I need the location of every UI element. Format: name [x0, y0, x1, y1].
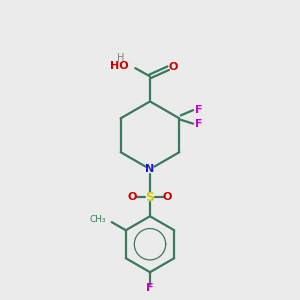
Text: H: H	[117, 53, 124, 63]
Text: O: O	[163, 192, 172, 202]
Text: HO: HO	[110, 61, 129, 71]
Text: F: F	[195, 118, 203, 129]
Text: F: F	[146, 283, 154, 293]
Text: CH₃: CH₃	[90, 215, 106, 224]
Text: O: O	[128, 192, 137, 202]
Text: S: S	[146, 190, 154, 204]
Text: N: N	[146, 164, 154, 174]
Text: F: F	[195, 105, 203, 115]
Text: O: O	[168, 62, 178, 72]
